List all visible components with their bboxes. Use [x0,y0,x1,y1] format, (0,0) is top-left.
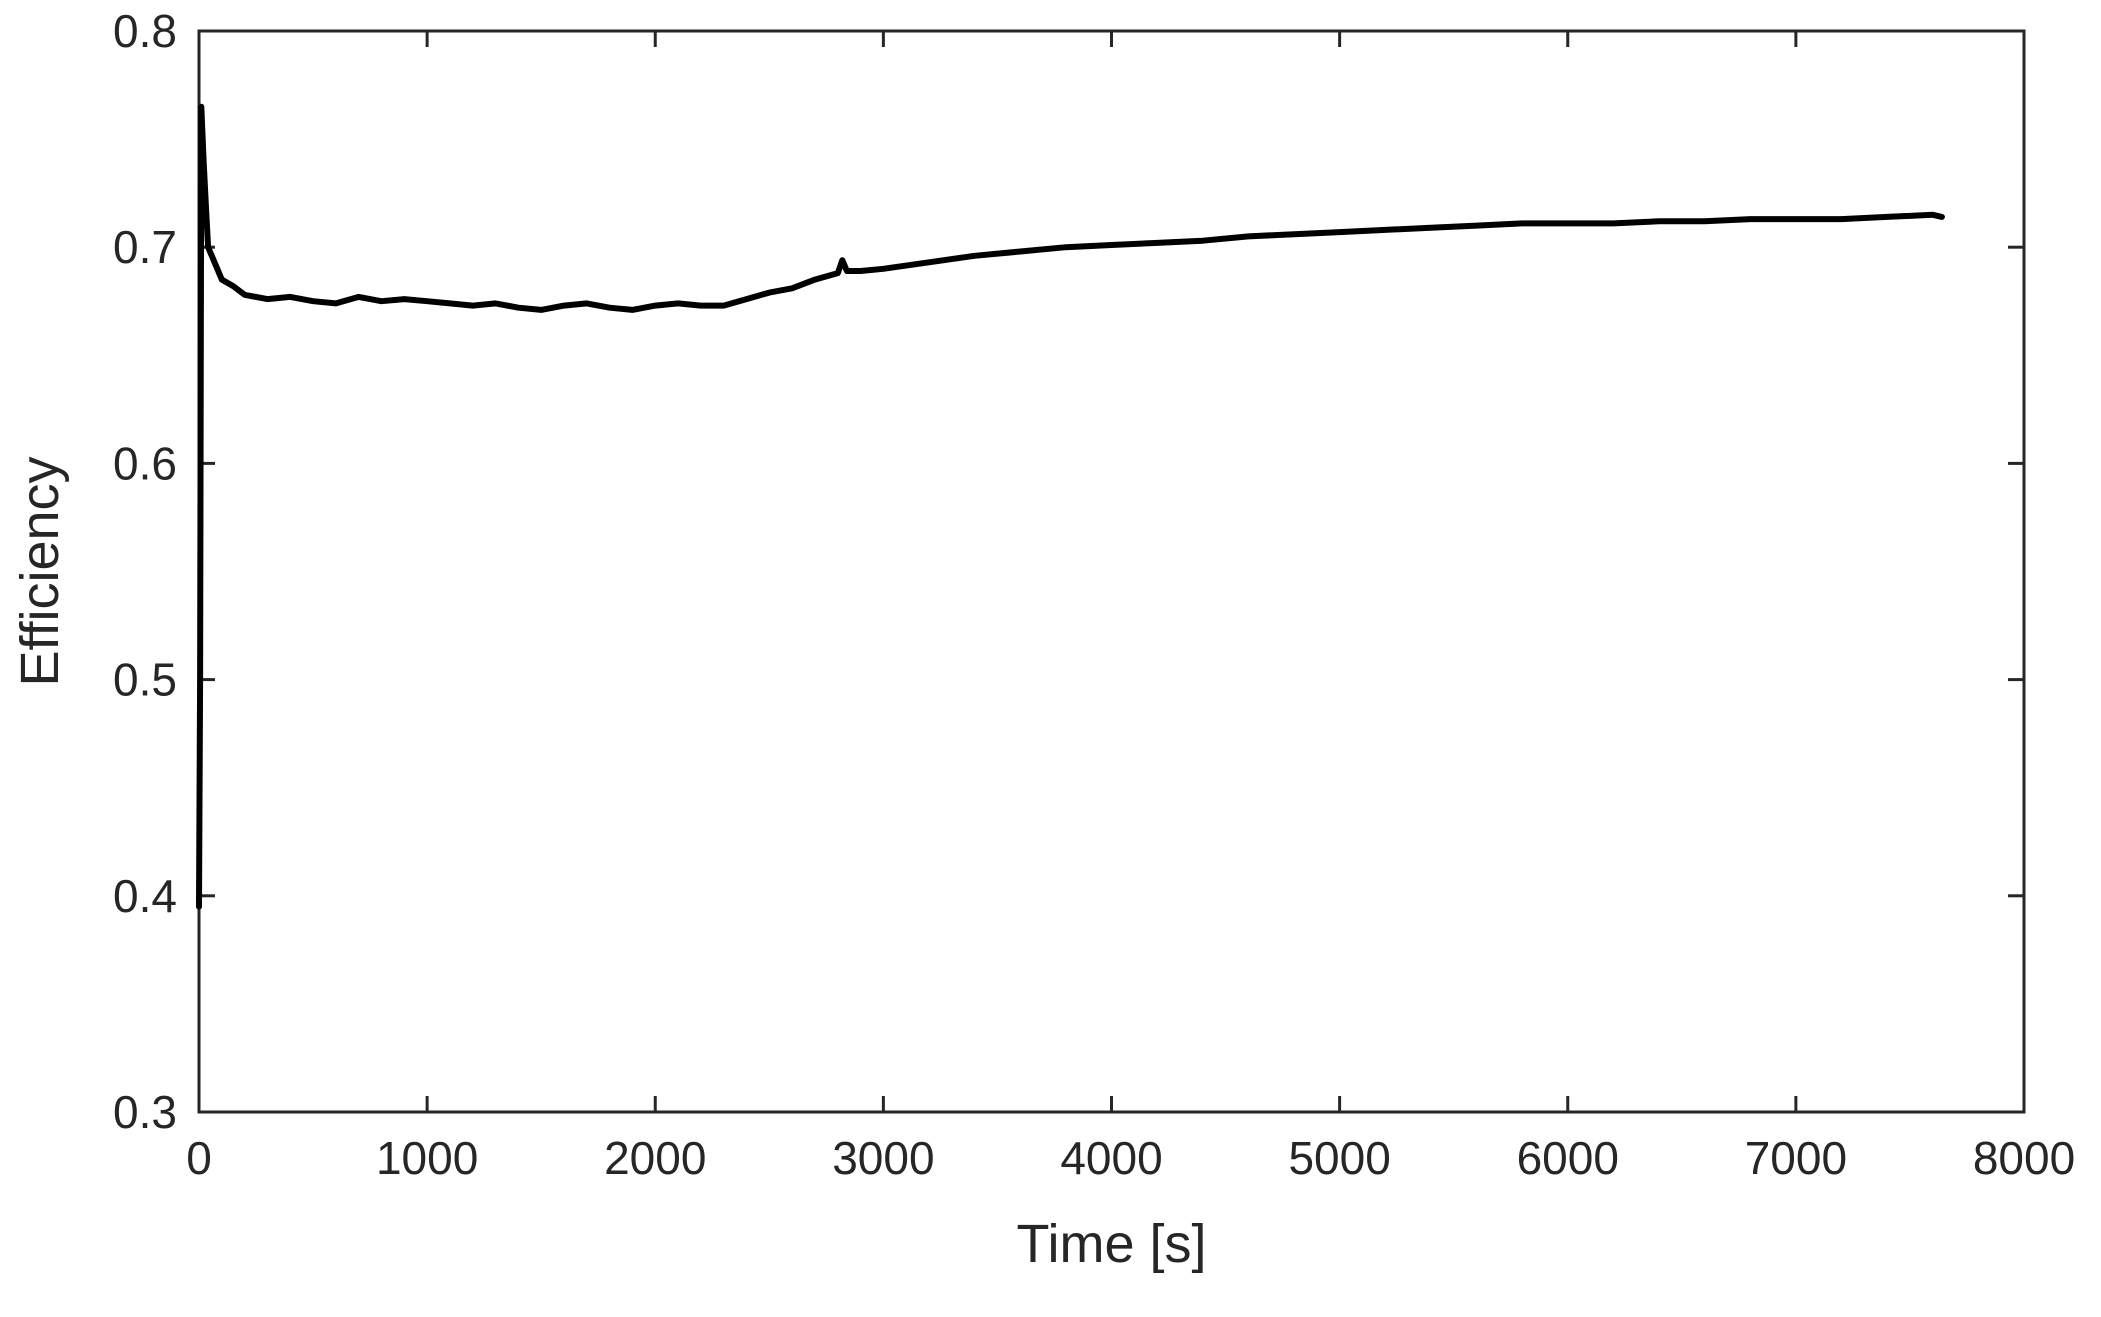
data-point [214,266,220,272]
x-tick-label: 3000 [832,1132,934,1184]
data-point [1382,227,1388,233]
data-point [629,307,635,313]
x-tick-label: 0 [186,1132,212,1184]
data-point [1656,218,1662,224]
data-point [926,259,932,265]
x-tick-label: 1000 [376,1132,478,1184]
data-point [721,303,727,309]
data-point [972,253,978,259]
data-point [264,296,270,302]
data-point [447,300,453,306]
x-axis-label: Time [s] [1016,1214,1206,1274]
data-point [424,298,430,304]
data-point [401,296,407,302]
data-point [538,307,544,313]
y-tick-label: 0.6 [113,437,177,489]
data-point [201,158,207,164]
data-point [812,277,818,283]
data-point [196,904,202,910]
data-point [493,300,499,306]
y-tick-label: 0.7 [113,221,177,273]
data-point [210,255,216,261]
data-point [844,268,850,274]
data-point [1930,212,1936,218]
data-point [1793,216,1799,222]
x-tick-label: 5000 [1288,1132,1390,1184]
x-tick-label: 6000 [1517,1132,1619,1184]
data-point [1884,214,1890,220]
data-point [1565,220,1571,226]
data-point [203,201,209,207]
data-point [205,244,211,250]
data-point [219,277,225,283]
data-point [880,266,886,272]
data-point [1519,220,1525,226]
data-point [287,294,293,300]
data-point [1747,216,1753,222]
data-point [379,298,384,304]
data-point [230,283,236,289]
data-point [515,305,521,311]
y-axis-label: Efficiency [10,456,70,686]
data-point [1154,240,1160,246]
data-point [1200,238,1206,244]
data-point [1702,218,1708,224]
y-axis-ticks: 0.3 0.4 0.5 0.6 0.7 0.8 [113,5,2024,1138]
data-point [333,300,339,306]
y-tick-label: 0.3 [113,1086,177,1138]
data-point [197,677,203,683]
data-point [675,300,681,306]
data-point [789,285,795,291]
data-point [698,303,704,309]
y-tick-label: 0.5 [113,654,177,706]
data-point [839,257,845,263]
x-axis-ticks: 0 1000 2000 3000 4000 5000 6000 7000 8000 [186,31,2075,1184]
data-point [1017,249,1023,255]
data-point [242,292,248,298]
x-tick-label: 2000 [604,1132,706,1184]
data-point [584,300,590,306]
data-point [356,294,362,300]
data-point [470,303,476,309]
data-point [766,290,772,296]
y-tick-label: 0.4 [113,870,177,922]
data-point [1063,244,1069,250]
data-point [744,296,749,302]
data-point [1610,220,1616,226]
data-point [1939,214,1945,220]
series-layer [196,103,1945,910]
data-point [858,268,864,274]
data-point [1291,231,1297,237]
data-point [1337,229,1343,235]
data-point [1839,216,1844,222]
x-tick-label: 8000 [1973,1132,2075,1184]
x-tick-label: 4000 [1060,1132,1162,1184]
data-point [1428,225,1434,231]
data-point [310,298,316,304]
plot-area: 0 1000 2000 3000 4000 5000 6000 7000 8000 0.3 0.4… [113,5,2075,1184]
data-point [198,104,204,110]
y-tick-label: 0.8 [113,5,177,57]
data-point [835,270,841,276]
data-point [1474,223,1479,229]
data-point [1109,242,1114,248]
data-point [1245,233,1251,239]
x-tick-label: 7000 [1745,1132,1847,1184]
data-point [561,303,567,309]
data-point [652,303,658,309]
data-point [607,305,613,311]
